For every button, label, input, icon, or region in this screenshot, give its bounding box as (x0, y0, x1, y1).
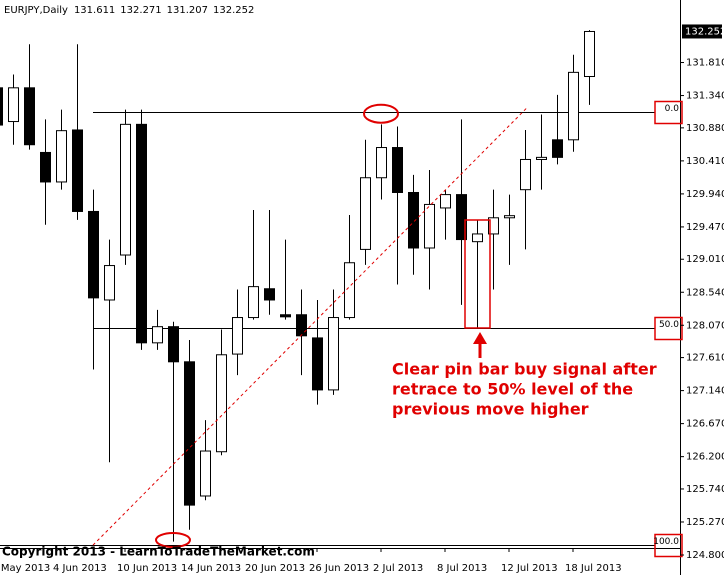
candle-body (24, 87, 35, 146)
candle-body (216, 354, 227, 453)
candle-body (344, 262, 355, 319)
high-circle (363, 103, 399, 124)
y-tick-label: 126.670 (686, 419, 724, 430)
candle-body (376, 147, 387, 179)
candle-body (328, 317, 339, 391)
candle-body (104, 265, 115, 301)
y-tick-label: 129.010 (686, 254, 724, 265)
candle-body (456, 194, 467, 241)
ohlc-close: 132.252 (213, 5, 254, 16)
level-label-box (654, 100, 683, 125)
y-tick-label: 131.340 (686, 91, 724, 102)
chart-header: EURJPY,Daily 131.611 132.271 131.207 132.252 (4, 5, 254, 16)
candle-body (184, 361, 195, 506)
trend-line (92, 107, 528, 546)
x-tick-label: 14 Jun 2013 (181, 563, 241, 574)
candle-body (200, 450, 211, 497)
y-tick-label: 130.880 (686, 123, 724, 134)
y-tick-label: 127.140 (686, 386, 724, 397)
x-tick-label: 20 Jun 2013 (245, 563, 305, 574)
y-tick-label: 128.540 (686, 287, 724, 298)
candle-body (8, 87, 19, 123)
candle-body (360, 177, 371, 250)
current-price-box (682, 24, 722, 39)
candle-body (520, 158, 531, 191)
level-label: 50.0 (659, 320, 679, 330)
candle-body (472, 233, 483, 243)
x-tick-label: 18 Jul 2013 (565, 563, 622, 574)
y-tick-label: 129.940 (686, 189, 724, 200)
y-tick-label: 130.410 (686, 156, 724, 167)
level-label-box (654, 533, 683, 558)
pin-bar-box (464, 219, 491, 329)
candle-body (536, 156, 547, 160)
x-tick-label: 8 Jul 2013 (437, 563, 487, 574)
candle-body (504, 215, 515, 219)
candle-body (440, 194, 451, 209)
ohlc-high: 132.271 (120, 5, 161, 16)
x-tick-label: 12 Jul 2013 (501, 563, 558, 574)
x-tick-label: 2 Jul 2013 (373, 563, 423, 574)
candle-body (152, 326, 163, 344)
ohlc-low: 131.207 (167, 5, 208, 16)
annotation-text: previous move higher (392, 400, 589, 419)
candle-body (296, 314, 307, 337)
level-label: 100.0 (653, 537, 679, 547)
candle-body (488, 217, 499, 235)
annotation-text: Clear pin bar buy signal after (392, 360, 657, 379)
candle-body (408, 191, 419, 249)
x-tick-label: 4 Jun 2013 (53, 563, 107, 574)
plot-area: 0.0 50.0 100.0 (0, 30, 683, 558)
y-tick-label: 128.070 (686, 320, 724, 331)
y-tick-label: 125.740 (686, 484, 724, 495)
annotation-text: retrace to 50% level of the (392, 380, 633, 399)
x-tick-label: 10 Jun 2013 (117, 563, 177, 574)
candle-body (568, 71, 579, 141)
y-tick-label: 124.800 (686, 550, 724, 561)
candle-body (392, 147, 403, 193)
candle-body (312, 337, 323, 391)
candle-body (280, 314, 291, 318)
candle-body (232, 317, 243, 355)
candle-body (552, 139, 563, 158)
level-label: 0.0 (665, 104, 680, 114)
candle-body (72, 129, 83, 212)
y-tick-label: 131.810 (686, 58, 724, 69)
low-circle (155, 532, 191, 548)
level-label-box (654, 316, 683, 341)
ohlc-open: 131.611 (74, 5, 115, 16)
x-tick-label: 26 Jun 2013 (309, 563, 369, 574)
candle-body (0, 87, 3, 126)
candle-body (584, 30, 595, 78)
y-tick-label: 129.470 (686, 222, 724, 233)
y-tick-label: 125.270 (686, 517, 724, 528)
arrow-head (473, 332, 487, 344)
candle-body (120, 123, 131, 256)
x-tick-label: 29 May 2013 (0, 563, 50, 574)
copyright: Copyright 2013 - LearnToTradeTheMarket.c… (2, 545, 315, 559)
current-price: 132.252 (685, 26, 724, 37)
y-tick-label: 127.610 (686, 353, 724, 364)
candle-body (424, 203, 435, 249)
candle-body (56, 130, 67, 183)
candle-body (136, 123, 147, 344)
y-tick-label: 126.200 (686, 452, 724, 463)
candle-body (168, 326, 179, 363)
candle-body (248, 286, 259, 319)
symbol: EURJPY,Daily (4, 5, 68, 16)
candle-body (40, 151, 51, 183)
candle-body (88, 210, 99, 299)
candle-body (264, 288, 275, 301)
